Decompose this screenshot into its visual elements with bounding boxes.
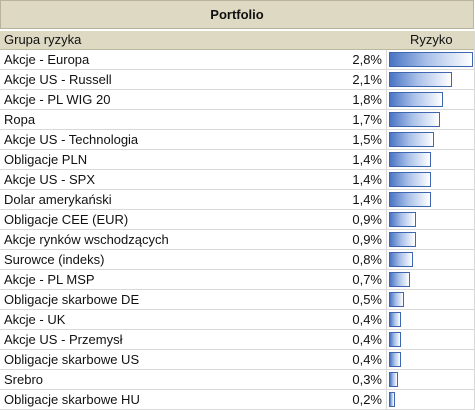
table-row[interactable]: Obligacje skarbowe DE 0,5% — [0, 290, 474, 310]
risk-value: 0,8% — [352, 252, 382, 267]
risk-value: 2,1% — [352, 72, 382, 87]
risk-group-name: Akcje US - SPX — [4, 172, 96, 187]
risk-value: 1,4% — [352, 152, 382, 167]
risk-bar-cell — [386, 110, 474, 129]
risk-group-name: Obligacje skarbowe DE — [4, 292, 140, 307]
risk-bar-cell — [386, 90, 474, 109]
risk-bar-cell — [386, 150, 474, 169]
risk-data-bar — [389, 212, 416, 227]
table-row[interactable]: Akcje US - SPX 1,4% — [0, 170, 474, 190]
risk-value: 0,7% — [352, 272, 382, 287]
table-header: Grupa ryzyka Ryzyko — [0, 31, 474, 50]
risk-data-bar — [389, 332, 401, 347]
risk-bar-cell — [386, 250, 474, 269]
risk-data-bar — [389, 312, 401, 327]
column-header-group: Grupa ryzyka — [4, 32, 82, 47]
risk-data-bar — [389, 52, 473, 67]
table-row[interactable]: Akcje US - Russell 2,1% — [0, 70, 474, 90]
risk-data-bar — [389, 72, 452, 87]
table-row[interactable]: Dolar amerykański 1,4% — [0, 190, 474, 210]
table-row[interactable]: Obligacje skarbowe US 0,4% — [0, 350, 474, 370]
risk-bar-cell — [386, 310, 474, 329]
risk-group-name: Akcje rynków wschodzących — [4, 232, 169, 247]
risk-group-name: Akcje - PL WIG 20 — [4, 92, 111, 107]
table-row[interactable]: Obligacje CEE (EUR) 0,9% — [0, 210, 474, 230]
risk-bar-cell — [386, 190, 474, 209]
table-row[interactable]: Akcje - Europa 2,8% — [0, 50, 474, 70]
table-row[interactable]: Obligacje PLN 1,4% — [0, 150, 474, 170]
table-row[interactable]: Srebro 0,3% — [0, 370, 474, 390]
risk-data-bar — [389, 92, 443, 107]
column-header-risk: Ryzyko — [410, 32, 453, 47]
risk-data-bar — [389, 192, 431, 207]
risk-value: 2,8% — [352, 52, 382, 67]
table-row[interactable]: Akcje - PL WIG 20 1,8% — [0, 90, 474, 110]
risk-data-bar — [389, 232, 416, 247]
risk-group-name: Obligacje PLN — [4, 152, 88, 167]
risk-value: 0,2% — [352, 392, 382, 407]
risk-value: 1,5% — [352, 132, 382, 147]
risk-group-name: Akcje US - Technologia — [4, 132, 139, 147]
risk-bar-cell — [386, 390, 474, 409]
risk-group-name: Obligacje skarbowe US — [4, 352, 140, 367]
risk-value: 1,7% — [352, 112, 382, 127]
table-row[interactable]: Akcje US - Technologia 1,5% — [0, 130, 474, 150]
risk-data-bar — [389, 352, 401, 367]
table-row[interactable]: Surowce (indeks) 0,8% — [0, 250, 474, 270]
risk-value: 0,3% — [352, 372, 382, 387]
risk-bar-cell — [386, 50, 474, 69]
risk-group-name: Surowce (indeks) — [4, 252, 105, 267]
risk-group-name: Obligacje CEE (EUR) — [4, 212, 129, 227]
risk-bar-cell — [386, 210, 474, 229]
risk-value: 1,4% — [352, 192, 382, 207]
risk-data-bar — [389, 152, 431, 167]
risk-bar-cell — [386, 130, 474, 149]
risk-data-bar — [389, 252, 413, 267]
risk-group-name: Akcje - PL MSP — [4, 272, 95, 287]
risk-group-name: Akcje US - Russell — [4, 72, 112, 87]
risk-data-bar — [389, 392, 395, 407]
risk-group-name: Obligacje skarbowe HU — [4, 392, 140, 407]
risk-data-bar — [389, 112, 440, 127]
risk-value: 0,4% — [352, 332, 382, 347]
table-row[interactable]: Akcje US - Przemysł 0,4% — [0, 330, 474, 350]
risk-bar-cell — [386, 230, 474, 249]
table-row[interactable]: Ropa 1,7% — [0, 110, 474, 130]
risk-group-name: Ropa — [4, 112, 36, 127]
risk-value: 1,4% — [352, 172, 382, 187]
risk-value: 0,9% — [352, 232, 382, 247]
risk-bar-cell — [386, 290, 474, 309]
risk-value: 0,4% — [352, 312, 382, 327]
risk-value: 0,4% — [352, 352, 382, 367]
risk-value: 1,8% — [352, 92, 382, 107]
risk-group-name: Akcje US - Przemysł — [4, 332, 123, 347]
risk-value: 0,9% — [352, 212, 382, 227]
risk-data-bar — [389, 372, 398, 387]
risk-bar-cell — [386, 350, 474, 369]
risk-data-bar — [389, 272, 410, 287]
risk-value: 0,5% — [352, 292, 382, 307]
table-row[interactable]: Akcje rynków wschodzących 0,9% — [0, 230, 474, 250]
risk-data-bar — [389, 292, 404, 307]
risk-bar-cell — [386, 330, 474, 349]
risk-bar-cell — [386, 170, 474, 189]
table-row[interactable]: Akcje - UK 0,4% — [0, 310, 474, 330]
risk-group-name: Akcje - UK — [4, 312, 66, 327]
table-title: Portfolio — [0, 0, 474, 29]
risk-data-bar — [389, 132, 434, 147]
table-body: Akcje - Europa 2,8% Akcje US - Russell 2,1%… — [0, 50, 474, 410]
table-row[interactable]: Obligacje skarbowe HU 0,2% — [0, 390, 474, 410]
risk-group-name: Dolar amerykański — [4, 192, 112, 207]
risk-data-bar — [389, 172, 431, 187]
risk-group-name: Akcje - Europa — [4, 52, 90, 67]
risk-bar-cell — [386, 70, 474, 89]
risk-group-name: Srebro — [4, 372, 44, 387]
risk-bar-cell — [386, 270, 474, 289]
risk-bar-cell — [386, 370, 474, 389]
table-row[interactable]: Akcje - PL MSP 0,7% — [0, 270, 474, 290]
